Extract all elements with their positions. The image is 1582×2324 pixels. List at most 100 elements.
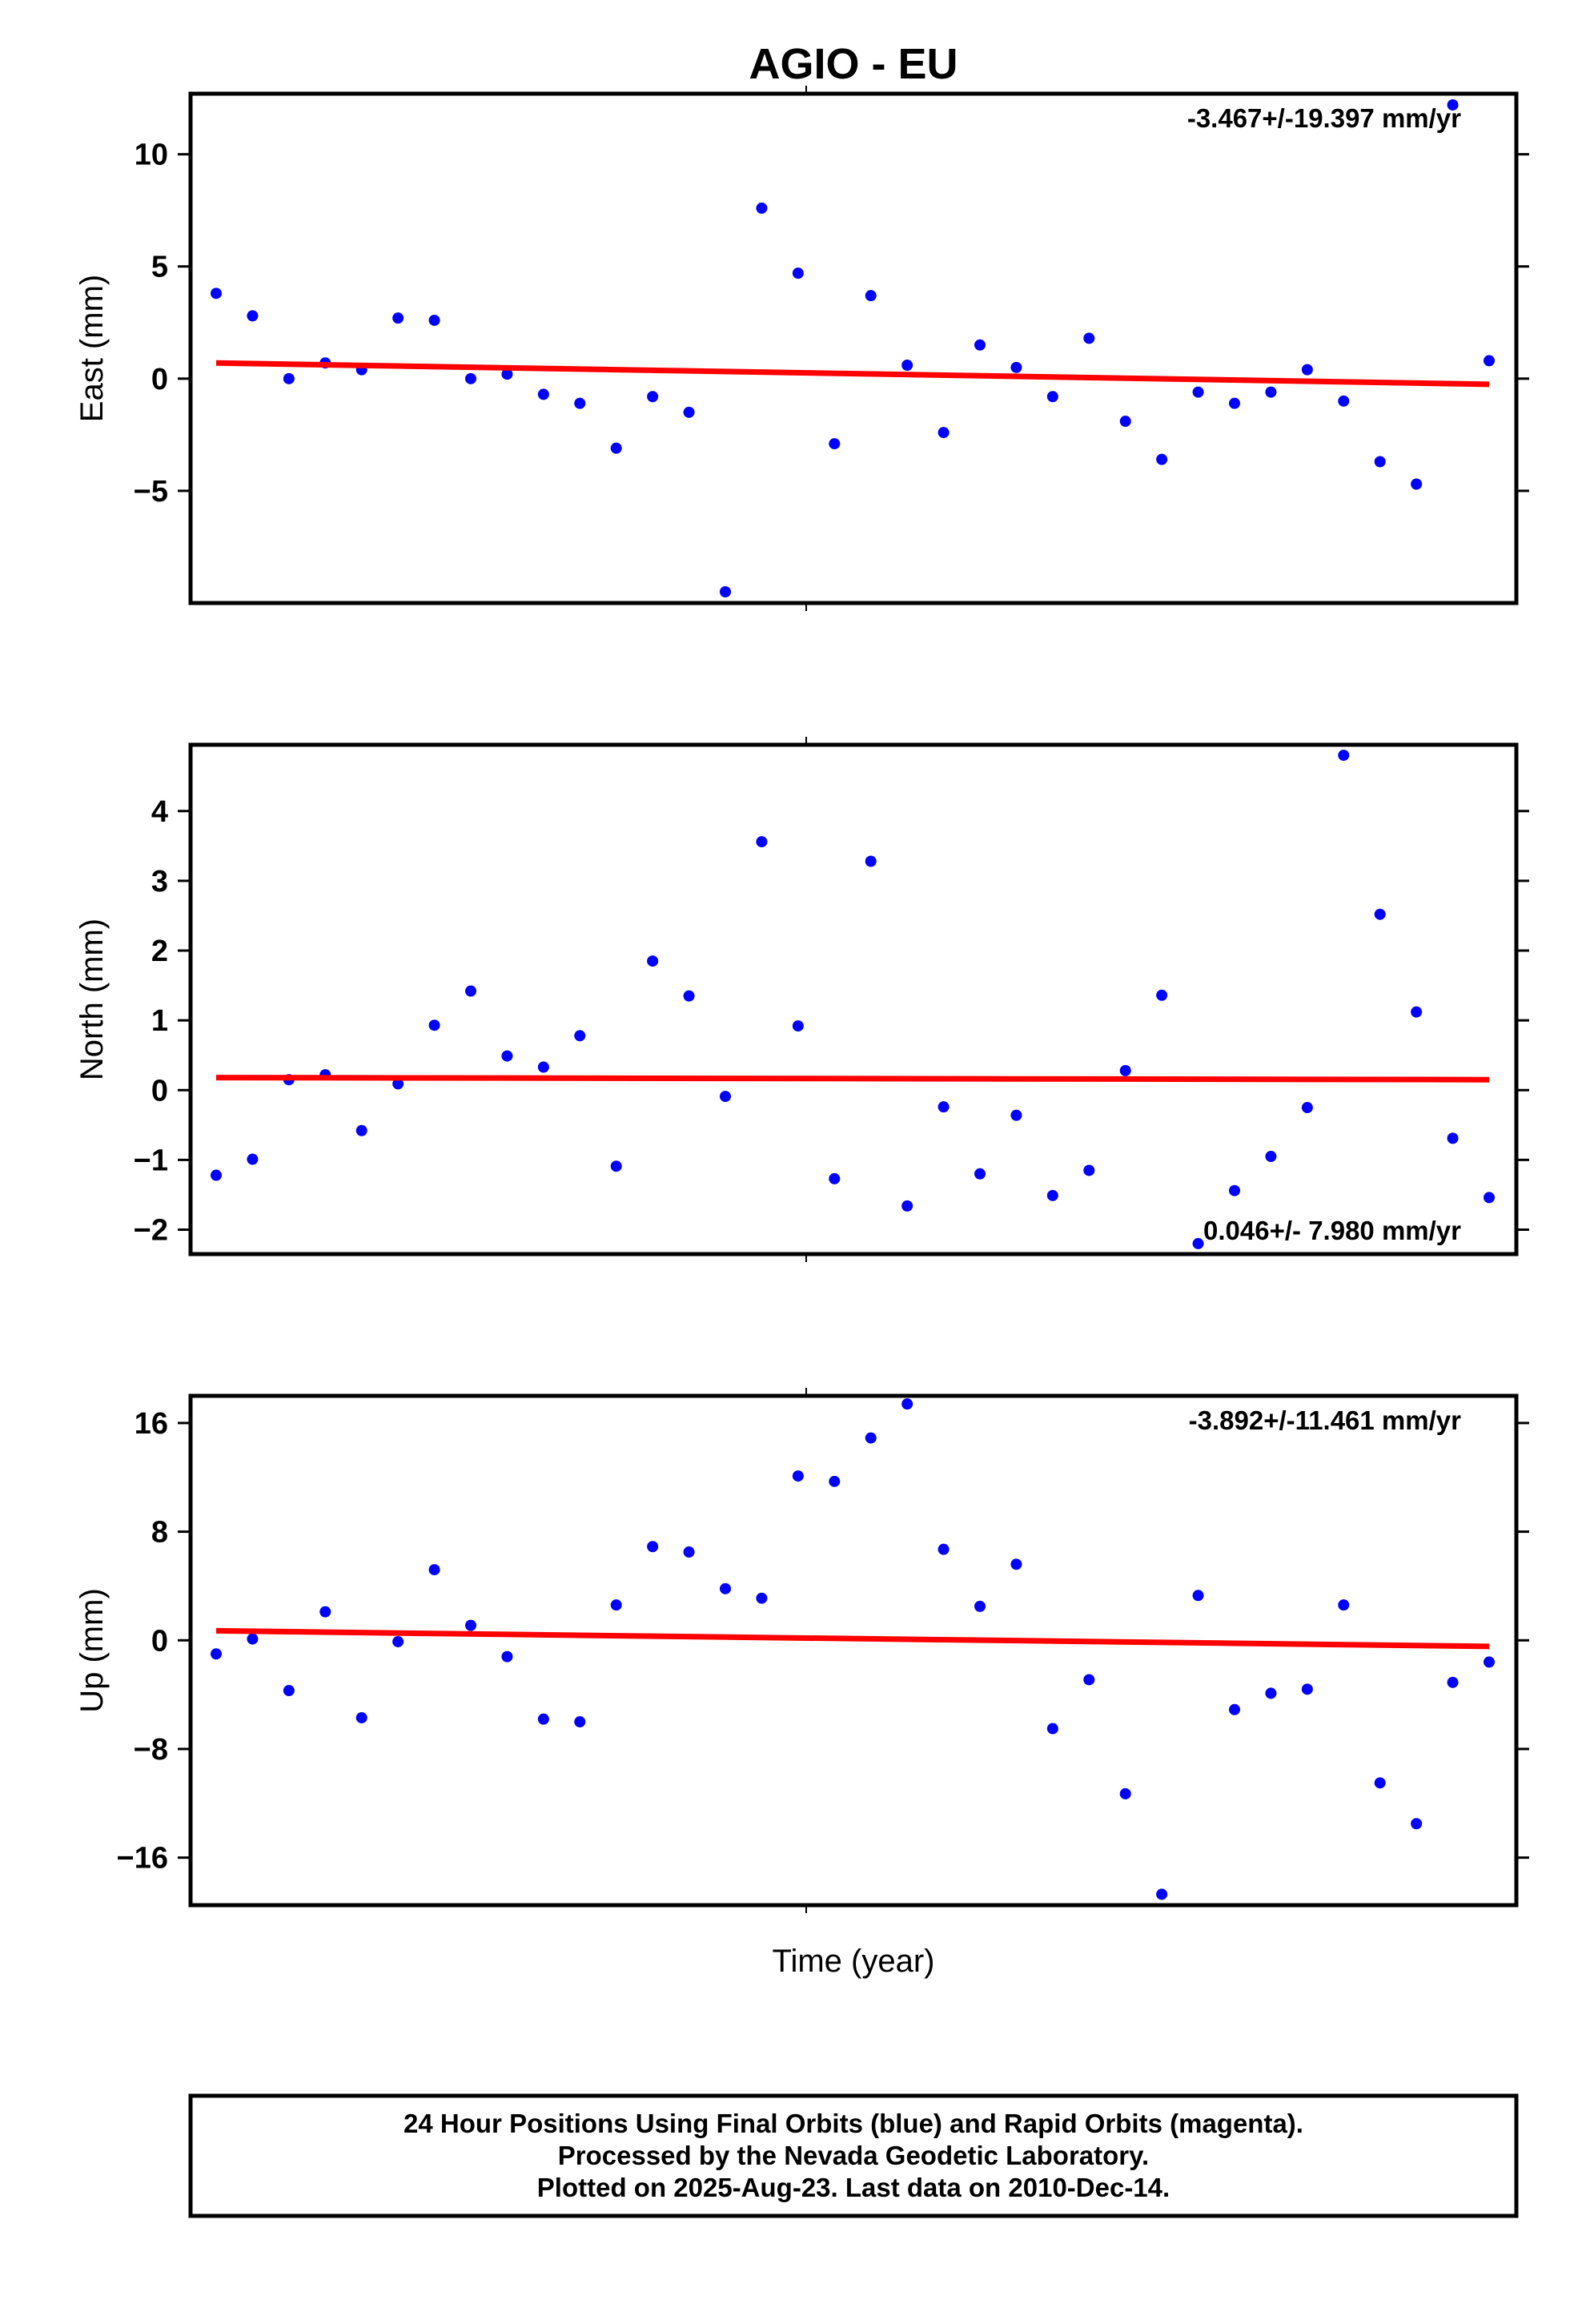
data-point (1374, 908, 1386, 920)
data-point (247, 1633, 259, 1645)
east-panel: 10 5 0 −5 East (mm) -3.467+/-19.397 mm/yr (74, 86, 1529, 611)
data-point (1156, 1888, 1168, 1900)
data-point (1010, 1558, 1022, 1570)
data-point (1119, 416, 1131, 428)
data-point (1411, 1006, 1423, 1018)
data-point (683, 1546, 695, 1558)
y-tick-label: 5 (151, 251, 168, 284)
data-point (319, 1606, 331, 1618)
data-point (1156, 453, 1168, 465)
up-plot-frame (188, 1393, 1519, 1908)
data-point (392, 312, 404, 324)
data-point (1447, 99, 1459, 111)
north-y-axis-label: North (mm) (74, 919, 110, 1080)
data-point (501, 1651, 513, 1663)
footer-box (188, 2093, 1519, 2218)
data-point (392, 1635, 404, 1647)
data-point (1083, 332, 1095, 344)
y-tick-label: −5 (134, 475, 168, 509)
data-point (465, 1619, 476, 1631)
data-point (574, 397, 586, 409)
footer-line-2: Processed by the Nevada Geodetic Laborat… (558, 2141, 1149, 2170)
data-point (647, 955, 659, 967)
data-point (1301, 364, 1313, 376)
east-rate-label: -3.467+/-19.397 mm/yr (1187, 103, 1461, 133)
data-point (720, 1091, 731, 1103)
data-point (647, 391, 659, 403)
north-plot-frame (188, 742, 1519, 1256)
data-point (974, 1600, 986, 1612)
data-point (1119, 1064, 1131, 1076)
y-tick-label: 4 (151, 795, 168, 829)
data-point (974, 339, 986, 351)
y-tick-label: 0 (151, 1074, 168, 1108)
data-point (974, 1168, 986, 1180)
data-point (610, 442, 622, 454)
data-point (501, 1050, 513, 1062)
data-point (1301, 1683, 1313, 1695)
data-point (938, 427, 950, 439)
data-point (355, 1711, 367, 1723)
data-point (901, 360, 913, 372)
data-point (283, 1685, 295, 1697)
data-point (1229, 1703, 1240, 1715)
data-point (829, 1475, 841, 1487)
data-point (756, 836, 768, 848)
data-point (1447, 1132, 1459, 1144)
data-point (720, 1582, 731, 1594)
chart-title: AGIO - EU (749, 40, 958, 88)
data-point (537, 1061, 549, 1073)
data-point (1192, 386, 1204, 398)
y-tick-label: −2 (134, 1214, 168, 1248)
data-point (1301, 1102, 1313, 1114)
data-point (428, 1019, 440, 1031)
data-point (829, 438, 841, 450)
data-point (1265, 1687, 1277, 1699)
data-point (355, 1124, 367, 1136)
east-plot-frame (188, 91, 1519, 605)
footer-line-1: 24 Hour Positions Using Final Orbits (bl… (404, 2109, 1303, 2138)
east-trend-line (215, 360, 1490, 388)
data-point (465, 372, 476, 384)
data-point (428, 314, 440, 326)
data-point (865, 855, 877, 867)
data-point (1156, 989, 1168, 1001)
data-point (1484, 355, 1495, 367)
data-point (1010, 361, 1022, 373)
data-point (683, 406, 695, 418)
data-point (938, 1543, 950, 1555)
data-point (1046, 1189, 1058, 1201)
data-point (792, 1470, 804, 1482)
up-panel: 16 8 0 −8 −16 Up (mm) -3.892+/-11.461 mm/yr (74, 1388, 1529, 1913)
y-tick-label: 8 (151, 1516, 168, 1550)
footer-line-3: Plotted on 2025-Aug-23. Last data on 201… (537, 2173, 1170, 2202)
data-point (574, 1716, 586, 1728)
up-y-axis-label: Up (mm) (74, 1588, 110, 1713)
north-trend-line (215, 1075, 1490, 1083)
north-rate-label: 0.046+/- 7.980 mm/yr (1203, 1216, 1461, 1245)
y-tick-label: −8 (134, 1733, 168, 1767)
data-point (1046, 1723, 1058, 1735)
data-point (1447, 1676, 1459, 1688)
up-trend-line (215, 1627, 1490, 1650)
data-point (647, 1541, 659, 1553)
data-point (1265, 1151, 1277, 1163)
data-point (501, 368, 513, 380)
data-point (537, 388, 549, 400)
data-point (465, 985, 476, 997)
data-point (720, 585, 731, 597)
data-point (610, 1160, 622, 1172)
data-point (792, 1020, 804, 1032)
y-tick-label: −16 (117, 1842, 168, 1876)
data-point (1374, 456, 1386, 468)
data-point (574, 1030, 586, 1042)
data-point (610, 1599, 622, 1611)
data-point (1083, 1674, 1095, 1686)
data-point (1411, 478, 1423, 490)
data-point (829, 1172, 841, 1184)
data-point (1374, 1777, 1386, 1789)
data-point (1229, 1184, 1240, 1196)
data-point (792, 267, 804, 279)
